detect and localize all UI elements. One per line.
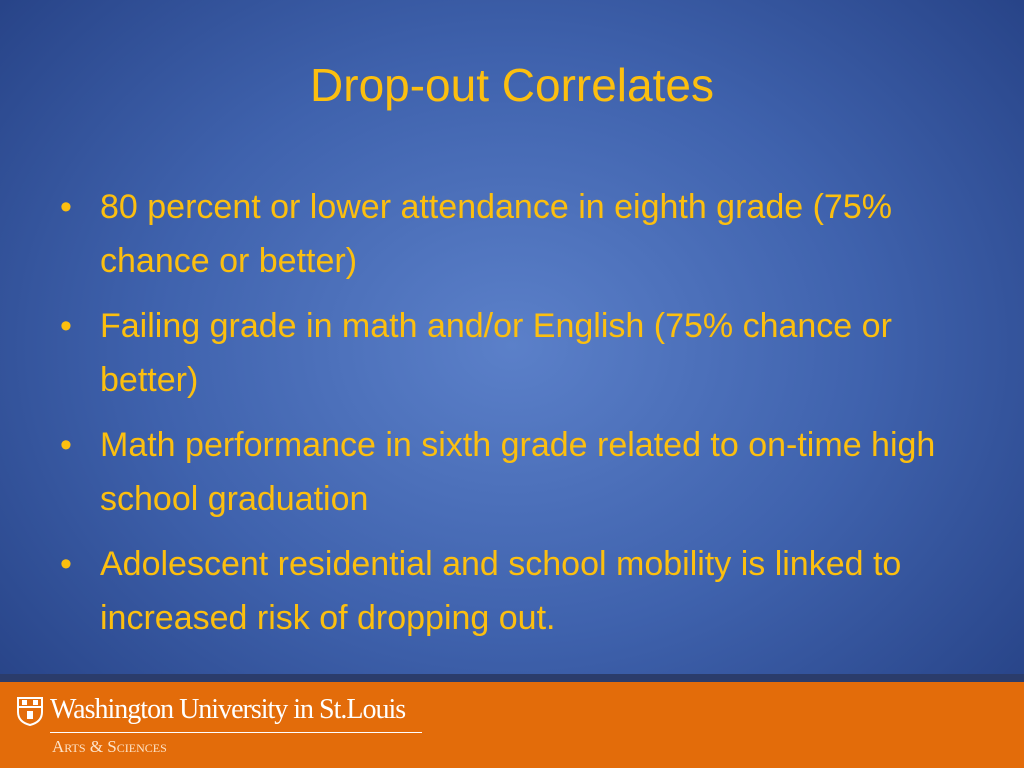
footer: Washington University in St.Louis Arts &…: [0, 682, 1024, 768]
bullet: 80 percent or lower attendance in eighth…: [60, 180, 940, 288]
school-name: Arts & Sciences: [52, 737, 167, 756]
footer-rule: [0, 674, 1024, 682]
bullet: Math performance in sixth grade related …: [60, 418, 940, 526]
logo-shield: [17, 697, 43, 726]
slide-title: Drop-out Correlates: [310, 59, 714, 111]
bullet-list: 80 percent or lower attendance in eighth…: [60, 180, 940, 656]
bullet: Failing grade in math and/or English (75…: [60, 299, 940, 407]
footer-underline: [50, 732, 422, 733]
bullet: Adolescent residential and school mobili…: [60, 537, 940, 645]
university-name: Washington University in St.Louis: [50, 694, 406, 725]
